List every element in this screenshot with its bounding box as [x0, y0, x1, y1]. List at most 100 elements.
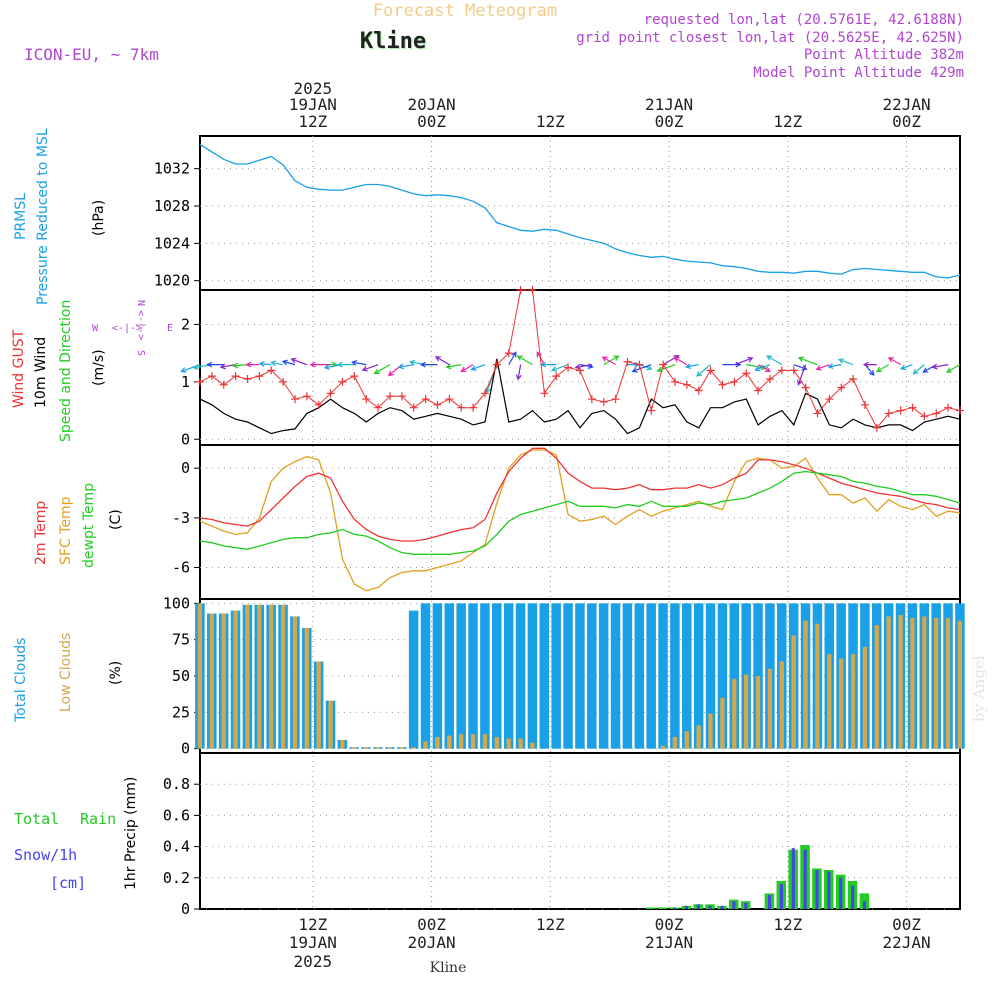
- gust-marker: [706, 366, 715, 375]
- low-cloud-bar: [470, 734, 476, 749]
- low-clouds-label: Low Clouds: [58, 633, 74, 712]
- low-cloud-bar: [755, 676, 761, 749]
- bottom-tick-label-1-1: 20JAN: [407, 933, 455, 952]
- low-cloud-bar: [364, 747, 369, 749]
- wind-arrow: [673, 356, 688, 366]
- wind-arrow: [373, 364, 391, 375]
- low-cloud-bar: [672, 737, 678, 749]
- rain-label-total: Total: [14, 810, 59, 828]
- wind-arrow: [516, 355, 533, 366]
- panel-grids: [312, 136, 908, 909]
- wind-gust-label: Wind GUST: [11, 329, 27, 408]
- wind-arrow: [574, 363, 592, 370]
- wind-unit: (m/s): [91, 349, 107, 386]
- total-cloud-bar: [670, 603, 680, 749]
- snow-unit-label: [cm]: [50, 874, 86, 892]
- compass-south: S: [135, 350, 146, 356]
- requested-location: requested lon,lat (20.5761E, 42.6188N): [644, 12, 964, 28]
- wind-arrow: [290, 357, 308, 366]
- gust-marker: [659, 360, 668, 369]
- gust-marker: [754, 386, 763, 395]
- total-cloud-bar: [408, 610, 419, 749]
- temp-sfc-label: SFC Temp: [58, 496, 74, 565]
- gust-marker: [552, 372, 561, 381]
- gust-marker: [243, 374, 252, 383]
- low-cloud-bar: [459, 734, 464, 749]
- top-tick-label-0-1: 19JAN: [289, 95, 337, 114]
- bottom-tick-label-0-2: 2025: [294, 952, 333, 971]
- top-tick-label-0-2: 12Z: [298, 112, 327, 131]
- model-point-altitude: Model Point Altitude 429m: [753, 65, 964, 81]
- gust-marker: [231, 372, 240, 381]
- low-cloud-bar: [957, 620, 963, 749]
- gust-marker: [516, 286, 525, 294]
- compass-west: W: [92, 323, 99, 334]
- wind-direction-arrows: [180, 351, 961, 394]
- gust-marker: [718, 380, 727, 389]
- compass-north: N: [135, 300, 146, 306]
- footer-station: Kline: [430, 960, 467, 976]
- compass-ew-arrow: <-|->: [112, 323, 142, 334]
- dewpt-temp-line: [199, 470, 961, 555]
- gust-marker: [255, 372, 264, 381]
- top-tick-label-3-2: 00Z: [655, 112, 684, 131]
- panel-frames: [199, 135, 961, 910]
- wind-arrow: [797, 364, 807, 386]
- low-cloud-bar: [862, 646, 868, 749]
- total-cloud-bar: [575, 603, 585, 749]
- gust-marker: [730, 377, 739, 386]
- total-cloud-bar: [444, 603, 455, 749]
- wind-arrow: [397, 363, 414, 370]
- low-cloud-bar: [720, 697, 725, 749]
- temp-unit: (C): [108, 509, 124, 530]
- wind-arrow: [445, 363, 462, 370]
- low-cloud-bar: [280, 604, 286, 749]
- wind-arrow: [361, 364, 379, 372]
- total-cloud-bar: [610, 603, 621, 749]
- station-name: Kline: [360, 29, 426, 54]
- low-cloud-bar: [269, 604, 274, 749]
- wind-arrow: [734, 356, 754, 366]
- total-cloud-bar: [551, 603, 561, 749]
- gust-marker: [872, 423, 881, 432]
- low-cloud-bar: [827, 654, 832, 749]
- wind-arrow: [656, 364, 676, 373]
- gust-marker: [302, 392, 311, 401]
- total-cloud-bar: [682, 603, 692, 749]
- wind-arrow: [684, 363, 699, 370]
- snow-bar: [720, 905, 724, 909]
- gust-marker: [421, 395, 430, 404]
- low-cloud-bar: [411, 747, 416, 749]
- pressure-label-desc: Pressure Reduced to MSL: [35, 128, 51, 305]
- top-tick-label-1-2: 00Z: [417, 112, 446, 131]
- rain-label-rain: Rain: [80, 810, 116, 828]
- low-cloud-bar: [660, 745, 666, 749]
- total-cloud-bar: [539, 603, 550, 749]
- total-cloud-bar: [492, 603, 502, 749]
- bottom-tick-label-0-1: 19JAN: [289, 933, 337, 952]
- top-tick-label-5-2: 00Z: [892, 112, 921, 131]
- wind-arrow: [351, 359, 367, 366]
- top-tick-label-5-1: 22JAN: [882, 95, 930, 114]
- gust-marker: [671, 377, 679, 386]
- low-cloud-bar: [886, 616, 891, 749]
- gust-marker: [599, 397, 608, 406]
- gust-marker: [623, 357, 632, 366]
- gust-marker: [386, 392, 394, 401]
- gust-marker: [397, 392, 406, 401]
- gust-marker: [219, 380, 228, 389]
- gust-marker: [492, 360, 501, 369]
- wind-arrow: [269, 360, 284, 367]
- wind-10m-label: 10m Wind: [33, 337, 49, 408]
- clouds-unit: (%): [108, 661, 124, 685]
- low-cloud-bar: [423, 741, 428, 749]
- temp-2m-line: [199, 447, 961, 542]
- gust-marker: [635, 360, 644, 369]
- gust-marker: [587, 395, 596, 404]
- snow-bar: [684, 905, 688, 909]
- gust-marker: [504, 349, 513, 358]
- snow-bar: [791, 848, 795, 909]
- pressure-unit: (hPa): [91, 200, 107, 236]
